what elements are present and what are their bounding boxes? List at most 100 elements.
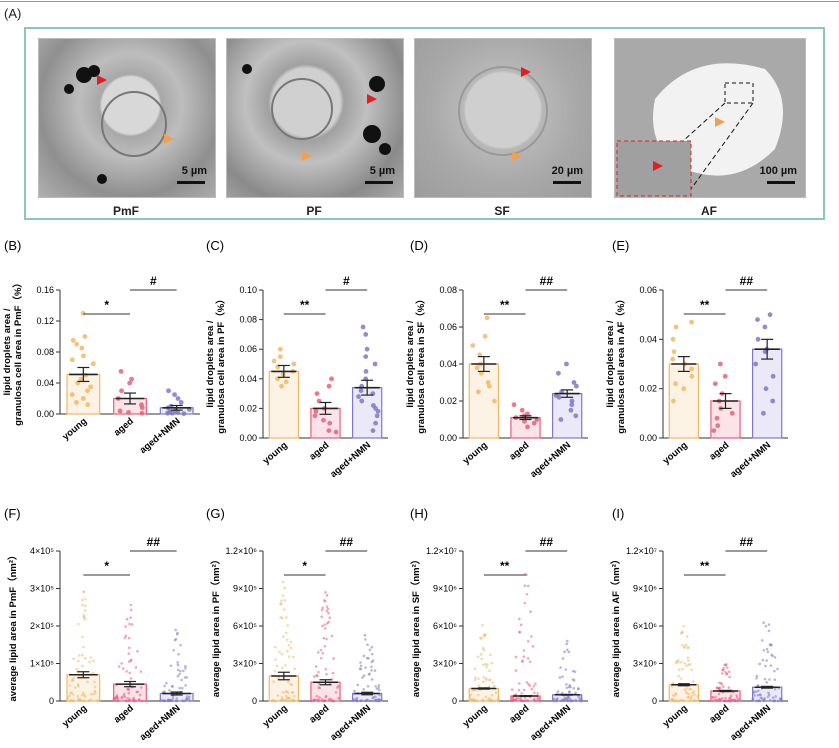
chart-i-point: [735, 694, 738, 697]
chart-g-point: [287, 680, 290, 684]
chart-g-point: [323, 623, 327, 626]
chart-i-point: [774, 695, 777, 698]
chart-h-y-axis-label: average lipid area in SF（nm²）: [410, 555, 422, 698]
chart-h-point: [565, 696, 569, 700]
chart-f-point: [72, 657, 76, 660]
chart-f-point: [165, 681, 168, 685]
chart-f-point: [129, 677, 133, 680]
chart-h-point: [482, 675, 486, 679]
chart-d-bar-0: [468, 363, 500, 439]
chart-h-point: [561, 657, 565, 660]
chart-i-point: [694, 699, 698, 703]
chart-c-point: [313, 408, 319, 414]
chart-d-y-tick-label: 0.02: [439, 396, 457, 406]
chart-e-point: [753, 361, 759, 367]
chart-i-point: [736, 698, 740, 701]
chart-f-point: [77, 622, 80, 626]
chart-g-point: [325, 672, 328, 676]
chart-d-point: [511, 402, 517, 408]
chart-g-point: [324, 591, 327, 594]
chart-g-point: [283, 599, 287, 602]
chart-g-point: [317, 699, 320, 703]
chart-g-point: [315, 674, 319, 678]
chart-c-point: [363, 332, 369, 337]
chart-g-point: [287, 644, 291, 647]
chart-f-point: [179, 643, 182, 647]
chart-f-point: [127, 636, 131, 640]
chart-f-point: [163, 684, 166, 688]
chart-g-point: [317, 686, 320, 689]
chart-i-point: [755, 676, 758, 680]
chart-f-point: [139, 686, 143, 689]
chart-d-point: [475, 389, 481, 395]
chart-b-sig-label: *: [104, 298, 109, 312]
chart-g-point: [331, 671, 335, 675]
chart-i-point: [725, 672, 728, 676]
chart-i-point: [714, 695, 717, 699]
chart-g-point: [289, 699, 293, 703]
chart-h-point: [484, 633, 487, 637]
chart-h-point: [496, 699, 500, 703]
chart-i-point: [686, 659, 690, 662]
chart-f-point: [120, 662, 123, 665]
chart-i-point: [679, 698, 683, 702]
chart-b-point: [70, 337, 76, 343]
chart-f-point: [83, 699, 86, 703]
chart-h-point: [579, 694, 582, 697]
chart-h-point: [561, 675, 564, 679]
chart-g-point: [362, 654, 366, 658]
chart-i-point: [767, 629, 771, 633]
chart-i-y-tick-label: 1.2×10⁷: [626, 546, 657, 556]
chart-h-point: [567, 650, 571, 654]
chart-e-point: [670, 356, 676, 362]
chart-b-y-tick-label: 0.00: [36, 409, 54, 419]
chart-f-point: [81, 653, 84, 657]
chart-h-point: [527, 682, 530, 686]
chart-g-y-tick-label: 9×10⁵: [233, 584, 257, 594]
chart-c-point: [374, 413, 380, 419]
chart-h-point: [468, 699, 472, 702]
chart-i-point: [679, 677, 683, 680]
chart-g-sig-label: ##: [340, 535, 354, 549]
chart-b-point: [74, 399, 79, 405]
chart-f-point: [93, 680, 96, 684]
chart-e-point: [717, 361, 723, 367]
chart-b-point: [117, 408, 123, 414]
chart-f-point: [125, 670, 128, 673]
chart-b-point: [169, 410, 175, 416]
chart-i-point: [677, 659, 680, 662]
chart-g-point: [377, 684, 381, 687]
chart-i-point: [685, 635, 689, 638]
chart-g-point: [359, 661, 362, 664]
chart-h-point: [569, 685, 572, 689]
chart-g-point: [322, 599, 326, 602]
chart-h-point: [552, 699, 556, 703]
chart-h-point: [563, 650, 566, 654]
chart-f-point: [130, 623, 134, 626]
chart-g-point: [317, 670, 320, 674]
chart-i-point: [756, 684, 760, 687]
chart-e-y-tick-label: 0.04: [639, 334, 657, 344]
chart-f-point: [127, 687, 130, 691]
chart-i-point: [683, 688, 686, 692]
chart-d-point: [558, 417, 564, 422]
chart-f-point: [185, 675, 189, 679]
chart-d-y-tick-label: 0.00: [439, 433, 457, 443]
chart-h-x-tick-label: aged: [507, 703, 531, 726]
chart-h-point: [515, 698, 518, 702]
chart-g-point: [362, 674, 366, 678]
chart-f-point: [121, 667, 125, 670]
chart-i-x-tick-label: aged+NMN: [728, 703, 773, 743]
chart-i-point: [686, 696, 690, 699]
chart-h-point: [481, 623, 484, 627]
chart-f-point: [77, 659, 80, 663]
chart-b-point: [178, 399, 184, 405]
chart-g-point: [287, 655, 291, 658]
chart-f-point: [94, 691, 97, 695]
chart-f-point: [182, 669, 185, 673]
chart-i-point: [759, 693, 762, 697]
chart-g-point: [282, 699, 285, 702]
chart-i-point: [719, 681, 723, 685]
chart-g-x-tick-label: aged+NMN: [328, 703, 373, 743]
chart-i-x-tick-label: aged: [707, 703, 731, 726]
